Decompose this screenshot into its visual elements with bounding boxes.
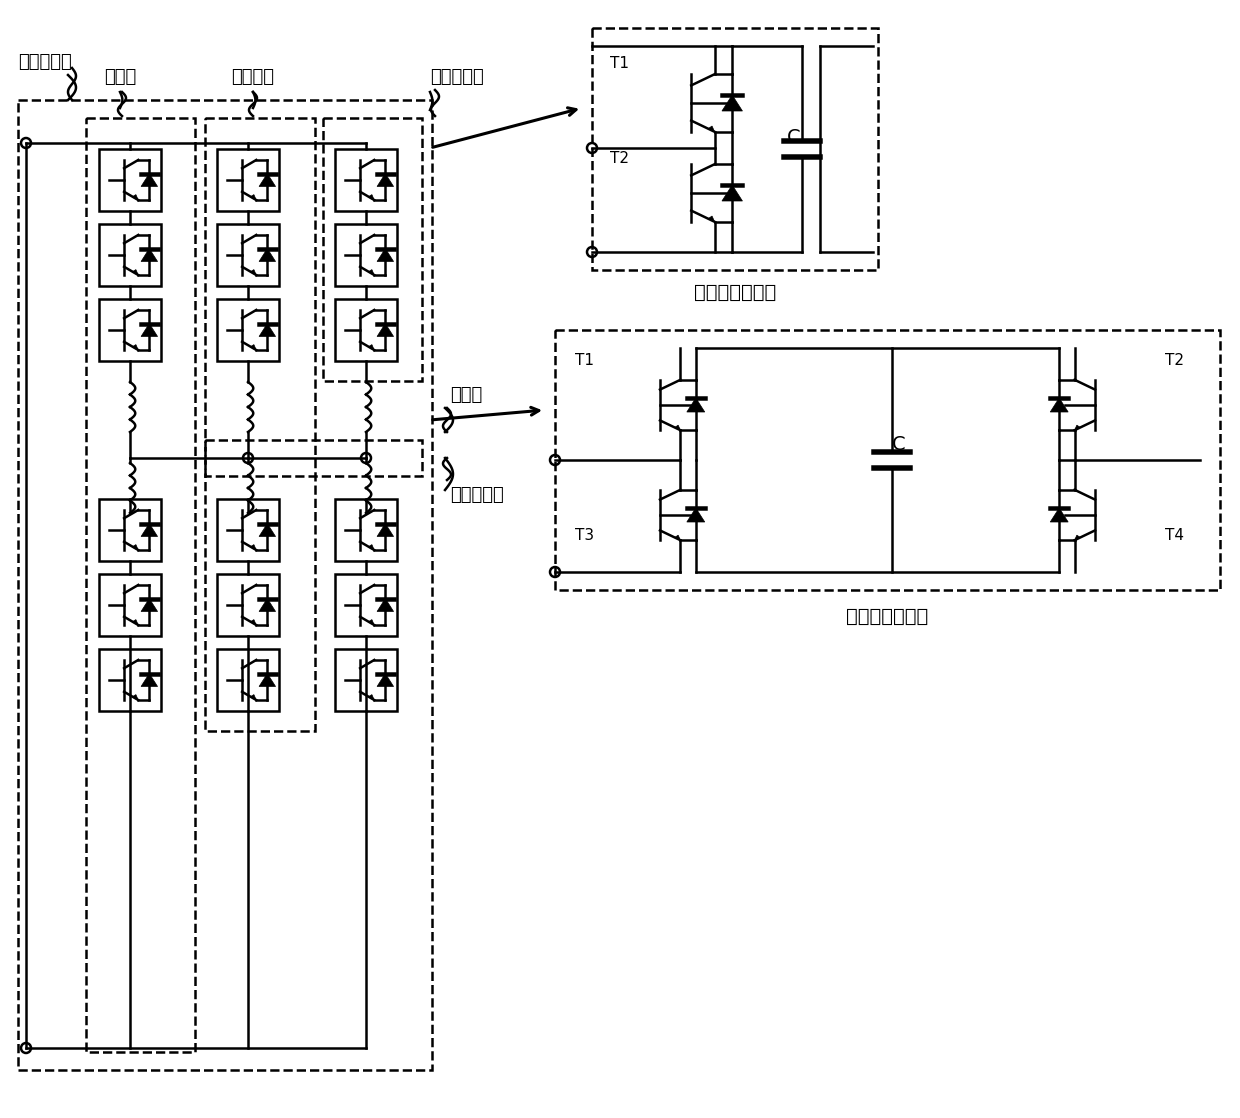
Polygon shape — [1075, 536, 1080, 540]
Polygon shape — [675, 536, 681, 540]
Bar — [99, 299, 161, 361]
Polygon shape — [687, 398, 704, 413]
Polygon shape — [377, 248, 393, 262]
Polygon shape — [141, 248, 157, 262]
Bar — [335, 574, 397, 636]
Bar — [99, 650, 161, 711]
Bar — [205, 119, 315, 731]
Polygon shape — [133, 344, 138, 350]
Polygon shape — [141, 523, 157, 537]
Polygon shape — [259, 173, 275, 187]
Bar — [99, 224, 161, 286]
Text: 分支电路: 分支电路 — [232, 68, 274, 86]
Polygon shape — [368, 269, 374, 275]
Polygon shape — [259, 673, 275, 686]
Polygon shape — [368, 195, 374, 200]
Text: T4: T4 — [1166, 528, 1184, 543]
Text: T3: T3 — [575, 528, 594, 543]
Polygon shape — [259, 523, 275, 537]
Polygon shape — [722, 184, 743, 201]
Polygon shape — [1050, 508, 1068, 522]
Polygon shape — [368, 694, 374, 700]
Bar — [335, 149, 397, 211]
Bar — [19, 100, 432, 1070]
Polygon shape — [250, 619, 257, 625]
Polygon shape — [675, 425, 681, 430]
Polygon shape — [141, 323, 157, 337]
Bar — [86, 119, 195, 1052]
Polygon shape — [377, 598, 393, 612]
Polygon shape — [377, 323, 393, 337]
Text: T2: T2 — [610, 151, 629, 165]
Polygon shape — [133, 544, 138, 550]
Bar — [217, 499, 279, 561]
Polygon shape — [250, 694, 257, 700]
Text: C: C — [892, 435, 905, 454]
Polygon shape — [259, 248, 275, 262]
Text: 相单元: 相单元 — [104, 68, 136, 86]
Polygon shape — [141, 673, 157, 686]
Text: T2: T2 — [1166, 353, 1184, 368]
Polygon shape — [141, 173, 157, 187]
Bar — [556, 330, 1220, 590]
Polygon shape — [368, 544, 374, 550]
Polygon shape — [250, 195, 257, 200]
Polygon shape — [1050, 398, 1068, 413]
Bar — [99, 149, 161, 211]
Polygon shape — [141, 598, 157, 612]
Polygon shape — [687, 508, 704, 522]
Bar — [591, 28, 878, 271]
Polygon shape — [250, 344, 257, 350]
Bar — [205, 440, 422, 476]
Polygon shape — [133, 269, 138, 275]
Bar — [335, 299, 397, 361]
Bar — [99, 574, 161, 636]
Text: C: C — [787, 127, 801, 146]
Bar — [217, 574, 279, 636]
Polygon shape — [133, 694, 138, 700]
Bar — [217, 149, 279, 211]
Polygon shape — [368, 619, 374, 625]
Polygon shape — [133, 619, 138, 625]
Bar — [217, 650, 279, 711]
Polygon shape — [708, 216, 714, 221]
Bar — [99, 499, 161, 561]
Bar — [322, 119, 422, 381]
Polygon shape — [377, 173, 393, 187]
Bar — [335, 499, 397, 561]
Text: 半桥子模块单元: 半桥子模块单元 — [694, 283, 776, 302]
Polygon shape — [250, 544, 257, 550]
Polygon shape — [250, 269, 257, 275]
Bar — [217, 299, 279, 361]
Bar — [217, 224, 279, 286]
Bar — [335, 650, 397, 711]
Text: T1: T1 — [575, 353, 594, 368]
Text: 直流侧接口: 直流侧接口 — [19, 53, 72, 72]
Polygon shape — [133, 195, 138, 200]
Polygon shape — [259, 598, 275, 612]
Text: 电抗器: 电抗器 — [450, 386, 482, 404]
Text: 全桥子模块单元: 全桥子模块单元 — [847, 607, 929, 626]
Polygon shape — [377, 673, 393, 686]
Text: 交流侧接口: 交流侧接口 — [450, 486, 503, 504]
Polygon shape — [377, 523, 393, 537]
Polygon shape — [708, 126, 714, 132]
Text: T1: T1 — [610, 56, 629, 72]
Polygon shape — [1075, 425, 1080, 430]
Polygon shape — [722, 95, 743, 111]
Text: 子模块单元: 子模块单元 — [430, 68, 484, 86]
Bar — [335, 224, 397, 286]
Polygon shape — [368, 344, 374, 350]
Polygon shape — [259, 323, 275, 337]
